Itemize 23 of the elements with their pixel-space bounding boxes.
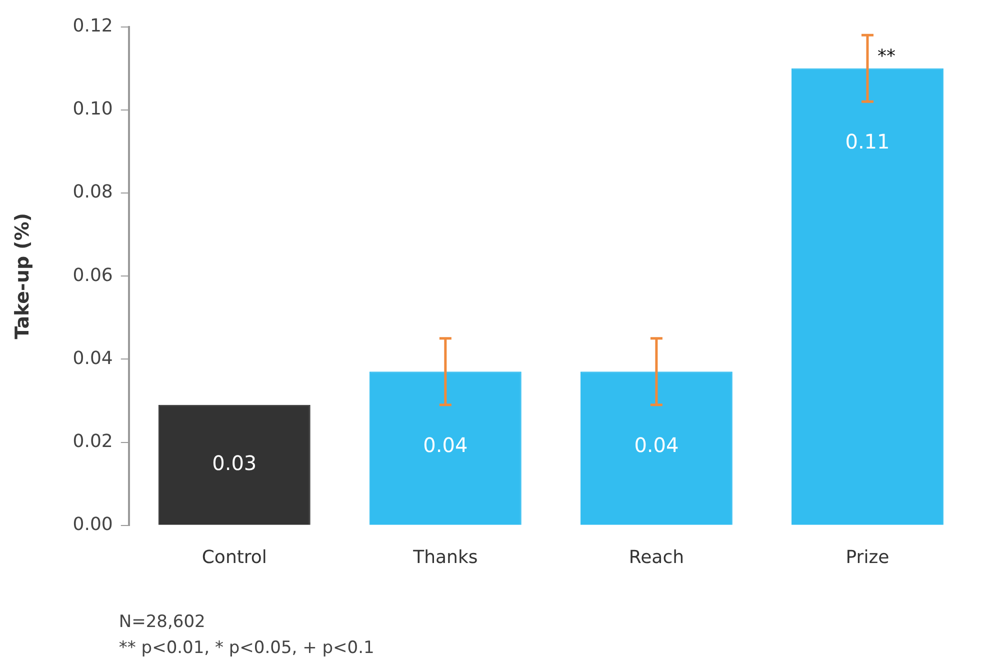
- data-label: 0.11: [845, 130, 890, 154]
- x-tick-label: Prize: [846, 546, 890, 568]
- bar: [158, 404, 310, 525]
- x-tick-label: Thanks: [412, 546, 478, 568]
- x-tick-label: Reach: [628, 546, 684, 568]
- bar: [580, 372, 732, 525]
- data-label: 0.04: [423, 432, 468, 457]
- y-tick-label: 0.12: [72, 15, 113, 36]
- annotation: **: [877, 46, 896, 68]
- data-label: 0.04: [634, 432, 679, 457]
- y-tick-label: 0.10: [72, 98, 113, 120]
- y-tick-label: 0.06: [72, 264, 113, 286]
- y-tick-label: 0.00: [72, 514, 113, 536]
- y-axis-title: Take-up (%): [11, 212, 34, 340]
- y-tick-label: 0.04: [72, 348, 113, 369]
- x-tick-label: Control: [202, 546, 267, 568]
- bar: [792, 68, 944, 525]
- text: ** p<0.01, * p<0.05, + p<0.1: [118, 638, 374, 658]
- y-tick-label: 0.08: [72, 182, 113, 203]
- data-label: 0.03: [212, 451, 257, 476]
- bar: [369, 372, 522, 525]
- text: N=28,602: [118, 612, 206, 632]
- y-tick-label: 0.02: [72, 430, 113, 452]
